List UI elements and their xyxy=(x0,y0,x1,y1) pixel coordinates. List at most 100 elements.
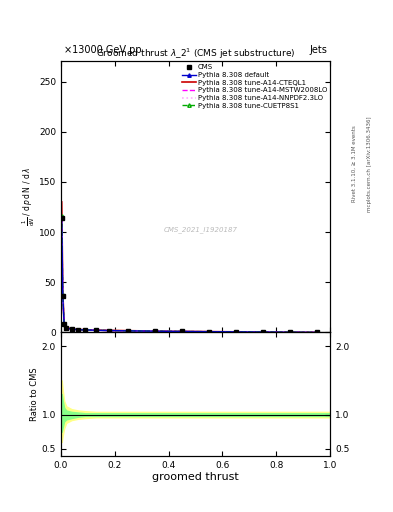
Text: Rivet 3.1.10, ≥ 3.1M events: Rivet 3.1.10, ≥ 3.1M events xyxy=(352,125,357,202)
Pythia 8.308 tune-A14-NNPDF2.3LO xyxy=(59,215,64,221)
Line: CMS: CMS xyxy=(60,216,318,334)
CMS xyxy=(126,328,130,334)
Pythia 8.308 tune-A14-CTEQL1 xyxy=(61,289,65,295)
Pythia 8.308 default xyxy=(59,215,64,221)
Pythia 8.308 tune-A14-CTEQL1 xyxy=(76,326,81,332)
Pythia 8.308 default xyxy=(76,327,81,333)
Pythia 8.308 tune-A14-NNPDF2.3LO xyxy=(233,329,238,335)
Pythia 8.308 tune-A14-NNPDF2.3LO xyxy=(61,293,65,300)
Pythia 8.308 tune-A14-MSTW2008LO xyxy=(207,329,211,335)
Pythia 8.308 tune-A14-MSTW2008LO xyxy=(69,326,74,332)
Pythia 8.308 tune-A14-NNPDF2.3LO xyxy=(62,322,66,328)
Pythia 8.308 default xyxy=(62,322,66,328)
Pythia 8.308 default xyxy=(180,328,184,334)
CMS xyxy=(314,329,319,335)
Text: ×13000 GeV pp: ×13000 GeV pp xyxy=(64,45,141,55)
Pythia 8.308 default xyxy=(64,325,69,331)
Pythia 8.308 default xyxy=(287,329,292,335)
Pythia 8.308 tune-CUETP8S1 xyxy=(126,328,130,334)
Pythia 8.308 tune-A14-NNPDF2.3LO xyxy=(287,329,292,335)
X-axis label: groomed thrust: groomed thrust xyxy=(152,472,239,482)
CMS xyxy=(233,329,238,335)
Pythia 8.308 tune-A14-NNPDF2.3LO xyxy=(153,328,158,334)
Pythia 8.308 tune-CUETP8S1 xyxy=(94,327,98,333)
CMS xyxy=(287,329,292,335)
Pythia 8.308 tune-A14-NNPDF2.3LO xyxy=(126,328,130,334)
CMS xyxy=(107,328,112,334)
Pythia 8.308 tune-A14-MSTW2008LO xyxy=(180,328,184,334)
Line: Pythia 8.308 tune-A14-NNPDF2.3LO: Pythia 8.308 tune-A14-NNPDF2.3LO xyxy=(62,218,317,332)
CMS xyxy=(207,329,211,335)
Pythia 8.308 default xyxy=(94,327,98,333)
Pythia 8.308 tune-A14-NNPDF2.3LO xyxy=(180,328,184,334)
Legend: CMS, Pythia 8.308 default, Pythia 8.308 tune-A14-CTEQL1, Pythia 8.308 tune-A14-M: CMS, Pythia 8.308 default, Pythia 8.308 … xyxy=(180,62,329,111)
CMS xyxy=(59,215,64,221)
Pythia 8.308 tune-CUETP8S1 xyxy=(64,325,69,331)
Pythia 8.308 default xyxy=(69,326,74,332)
Line: Pythia 8.308 tune-A14-CTEQL1: Pythia 8.308 tune-A14-CTEQL1 xyxy=(62,202,317,332)
Pythia 8.308 default xyxy=(261,329,265,335)
Line: Pythia 8.308 tune-A14-MSTW2008LO: Pythia 8.308 tune-A14-MSTW2008LO xyxy=(62,218,317,332)
Pythia 8.308 tune-A14-CTEQL1 xyxy=(153,328,158,334)
Pythia 8.308 tune-A14-NNPDF2.3LO xyxy=(314,329,319,335)
Pythia 8.308 tune-A14-MSTW2008LO xyxy=(261,329,265,335)
Y-axis label: $\frac{1}{\mathrm{d}N}$ / $\mathrm{d}\,p\,\mathrm{d}\,\mathrm{N}$ / $\mathrm{d}\: $\frac{1}{\mathrm{d}N}$ / $\mathrm{d}\,p… xyxy=(21,167,37,226)
Pythia 8.308 default xyxy=(126,328,130,334)
CMS xyxy=(76,327,81,333)
Pythia 8.308 tune-A14-CTEQL1 xyxy=(180,328,184,334)
Pythia 8.308 tune-A14-CTEQL1 xyxy=(233,329,238,335)
Pythia 8.308 default xyxy=(107,328,112,334)
Pythia 8.308 tune-CUETP8S1 xyxy=(314,329,319,335)
Pythia 8.308 tune-CUETP8S1 xyxy=(59,213,64,219)
Pythia 8.308 tune-CUETP8S1 xyxy=(207,329,211,335)
Line: Pythia 8.308 tune-CUETP8S1: Pythia 8.308 tune-CUETP8S1 xyxy=(60,215,318,334)
Pythia 8.308 tune-A14-NNPDF2.3LO xyxy=(261,329,265,335)
Pythia 8.308 tune-A14-MSTW2008LO xyxy=(61,293,65,300)
Pythia 8.308 tune-A14-MSTW2008LO xyxy=(287,329,292,335)
Pythia 8.308 tune-A14-CTEQL1 xyxy=(261,329,265,335)
Pythia 8.308 tune-A14-CTEQL1 xyxy=(64,325,69,331)
Pythia 8.308 default xyxy=(153,328,158,334)
Pythia 8.308 tune-A14-MSTW2008LO xyxy=(76,327,81,333)
Pythia 8.308 tune-A14-NNPDF2.3LO xyxy=(76,327,81,333)
Pythia 8.308 tune-A14-CTEQL1 xyxy=(83,327,88,333)
Pythia 8.308 default xyxy=(83,327,88,333)
Pythia 8.308 tune-A14-MSTW2008LO xyxy=(153,328,158,334)
Pythia 8.308 tune-A14-NNPDF2.3LO xyxy=(69,326,74,332)
Title: Groomed thrust $\lambda\_2^1$ (CMS jet substructure): Groomed thrust $\lambda\_2^1$ (CMS jet s… xyxy=(96,47,295,61)
Pythia 8.308 tune-A14-NNPDF2.3LO xyxy=(207,329,211,335)
Pythia 8.308 default xyxy=(233,329,238,335)
CMS xyxy=(64,325,69,331)
Pythia 8.308 tune-A14-MSTW2008LO xyxy=(64,325,69,331)
Pythia 8.308 tune-A14-MSTW2008LO xyxy=(59,215,64,221)
Pythia 8.308 tune-A14-NNPDF2.3LO xyxy=(83,327,88,333)
Pythia 8.308 tune-CUETP8S1 xyxy=(76,327,81,333)
Text: CMS_2021_I1920187: CMS_2021_I1920187 xyxy=(164,226,238,233)
Y-axis label: Ratio to CMS: Ratio to CMS xyxy=(30,367,39,421)
Pythia 8.308 tune-A14-MSTW2008LO xyxy=(94,327,98,333)
Pythia 8.308 tune-CUETP8S1 xyxy=(107,328,112,334)
Pythia 8.308 default xyxy=(314,329,319,335)
Pythia 8.308 tune-A14-CTEQL1 xyxy=(59,199,64,205)
Pythia 8.308 tune-A14-NNPDF2.3LO xyxy=(107,328,112,334)
Pythia 8.308 tune-A14-CTEQL1 xyxy=(207,329,211,335)
Pythia 8.308 tune-A14-CTEQL1 xyxy=(62,321,66,327)
Text: mcplots.cern.ch [arXiv:1306.3436]: mcplots.cern.ch [arXiv:1306.3436] xyxy=(367,116,373,211)
CMS xyxy=(62,322,66,328)
Pythia 8.308 tune-CUETP8S1 xyxy=(153,328,158,334)
CMS xyxy=(83,327,88,333)
Pythia 8.308 default xyxy=(61,293,65,300)
CMS xyxy=(94,327,98,333)
Pythia 8.308 tune-CUETP8S1 xyxy=(83,327,88,333)
Pythia 8.308 default xyxy=(207,329,211,335)
Pythia 8.308 tune-A14-MSTW2008LO xyxy=(62,322,66,328)
Text: Jets: Jets xyxy=(310,45,327,55)
Pythia 8.308 tune-CUETP8S1 xyxy=(287,329,292,335)
Pythia 8.308 tune-A14-CTEQL1 xyxy=(126,328,130,334)
Pythia 8.308 tune-CUETP8S1 xyxy=(261,329,265,335)
Pythia 8.308 tune-CUETP8S1 xyxy=(69,326,74,332)
Pythia 8.308 tune-A14-CTEQL1 xyxy=(107,327,112,333)
Pythia 8.308 tune-A14-CTEQL1 xyxy=(287,329,292,335)
Pythia 8.308 tune-A14-MSTW2008LO xyxy=(233,329,238,335)
CMS xyxy=(180,328,184,334)
